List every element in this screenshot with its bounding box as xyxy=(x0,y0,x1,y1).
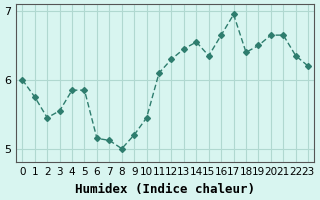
X-axis label: Humidex (Indice chaleur): Humidex (Indice chaleur) xyxy=(75,183,255,196)
